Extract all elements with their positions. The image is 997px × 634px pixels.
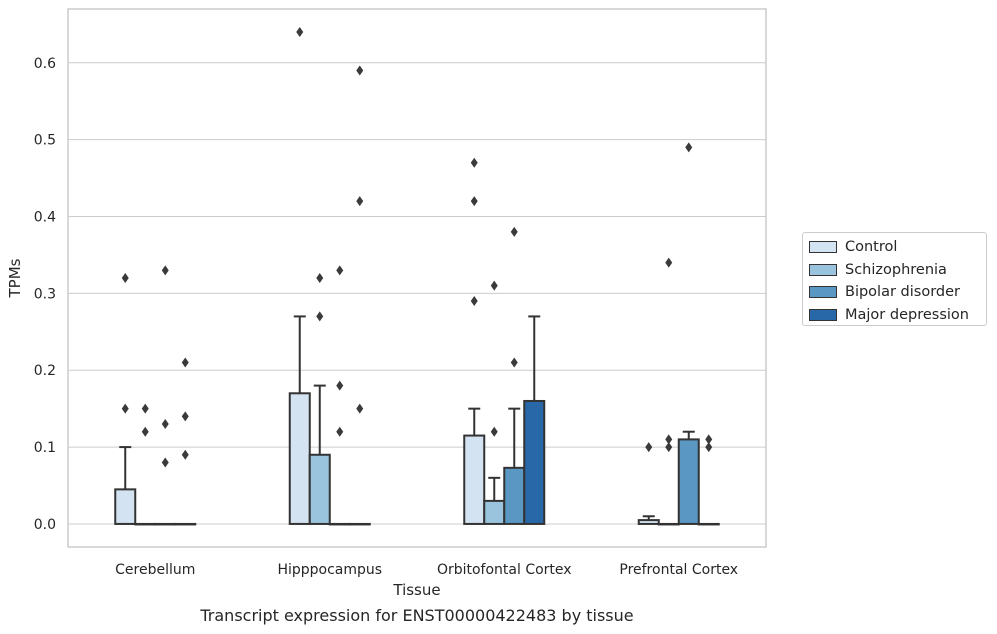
- bar: [288, 392, 311, 525]
- x-tick-label: Orbitofontal Cortex: [437, 562, 572, 578]
- error-bars: [119, 315, 695, 521]
- y-tick-label: 0.4: [34, 210, 56, 226]
- x-tick-label: Prefrontal Cortex: [619, 562, 738, 578]
- error-bar: [313, 384, 326, 455]
- outlier-point: [336, 426, 344, 437]
- legend-item: Control: [809, 236, 980, 259]
- legend-label: Bipolar disorder: [845, 284, 960, 301]
- outlier-point: [141, 403, 149, 414]
- outlier-point: [685, 142, 693, 153]
- outlier-point: [336, 380, 344, 391]
- legend-item: Schizophrenia: [809, 259, 980, 282]
- legend-swatch: [809, 286, 837, 299]
- outlier-point: [161, 457, 169, 468]
- outlier-point: [181, 411, 189, 422]
- bar: [114, 488, 137, 525]
- error-bar: [508, 407, 521, 468]
- outlier-point: [510, 357, 518, 368]
- bars: [114, 392, 720, 526]
- y-tick-labels: 0.0 0.1 0.2 0.3 0.4 0.5 0.6: [34, 56, 56, 533]
- bar: [174, 522, 197, 526]
- error-bar: [119, 446, 132, 490]
- outlier-point: [316, 273, 324, 283]
- bar: [328, 522, 351, 526]
- plot-frame: [67, 8, 767, 548]
- outlier-point: [490, 280, 498, 291]
- outlier-point: [356, 196, 364, 207]
- outlier-point: [705, 442, 713, 453]
- legend-item: Major depression: [809, 304, 980, 327]
- gridlines: [68, 62, 766, 525]
- y-axis-label: TPMs: [6, 258, 24, 298]
- x-tick-labels: Cerebellum Hipppocampus Orbitofontal Corte…: [115, 562, 738, 578]
- outlier-point: [336, 265, 344, 276]
- legend: Control Schizophrenia Bipolar disorder Majo…: [802, 232, 987, 326]
- legend-label: Major depression: [845, 306, 969, 323]
- legend-item: Bipolar disorder: [809, 281, 980, 304]
- bar: [483, 499, 506, 525]
- legend-label: Schizophrenia: [845, 261, 947, 278]
- outlier-point: [470, 296, 478, 307]
- bar: [637, 519, 660, 525]
- outlier-point: [705, 434, 713, 445]
- bar: [677, 438, 700, 525]
- outlier-point: [510, 226, 518, 237]
- legend-swatch: [809, 308, 837, 321]
- bar: [463, 434, 486, 525]
- legend-swatch: [809, 241, 837, 254]
- error-bar: [528, 315, 541, 401]
- outlier-point: [316, 311, 324, 322]
- legend-label: Control: [845, 239, 898, 256]
- error-bar: [682, 430, 695, 440]
- x-tick-label: Cerebellum: [115, 562, 195, 578]
- outlier-point: [665, 442, 673, 453]
- outlier-point: [490, 426, 498, 437]
- y-tick-label: 0.3: [34, 286, 56, 302]
- x-axis-label: Tissue: [392, 581, 440, 599]
- outlier-point: [356, 403, 364, 414]
- y-tick-label: 0.5: [34, 133, 56, 149]
- outlier-point: [356, 65, 364, 76]
- error-bar: [642, 515, 655, 521]
- outlier-point: [121, 273, 129, 283]
- x-tick-label: Hipppocampus: [277, 562, 382, 578]
- y-tick-label: 0.1: [34, 440, 56, 456]
- error-bar: [468, 407, 481, 436]
- y-tick-label: 0.0: [34, 517, 56, 533]
- y-tick-label: 0.2: [34, 363, 56, 379]
- outlier-point: [161, 265, 169, 276]
- bar: [348, 522, 371, 526]
- bar: [697, 522, 720, 526]
- bar: [134, 522, 157, 526]
- outlier-point: [665, 434, 673, 445]
- bar: [308, 453, 331, 525]
- outlier-point: [141, 426, 149, 437]
- outliers: [121, 27, 713, 468]
- outlier-point: [296, 27, 304, 38]
- outlier-point: [665, 257, 673, 268]
- bar: [657, 522, 680, 526]
- error-bar: [293, 315, 306, 394]
- outlier-point: [645, 442, 653, 453]
- y-tick-label: 0.6: [34, 56, 56, 72]
- outlier-point: [161, 419, 169, 430]
- error-bar: [488, 476, 501, 501]
- outlier-point: [121, 403, 129, 414]
- outlier-point: [181, 357, 189, 368]
- bar: [503, 466, 526, 525]
- outlier-point: [181, 449, 189, 460]
- outlier-point: [470, 157, 478, 168]
- bar: [523, 399, 546, 525]
- chart-caption: Transcript expression for ENST0000042248…: [200, 606, 634, 625]
- legend-swatch: [809, 263, 837, 276]
- bar: [154, 522, 177, 526]
- outlier-point: [470, 196, 478, 207]
